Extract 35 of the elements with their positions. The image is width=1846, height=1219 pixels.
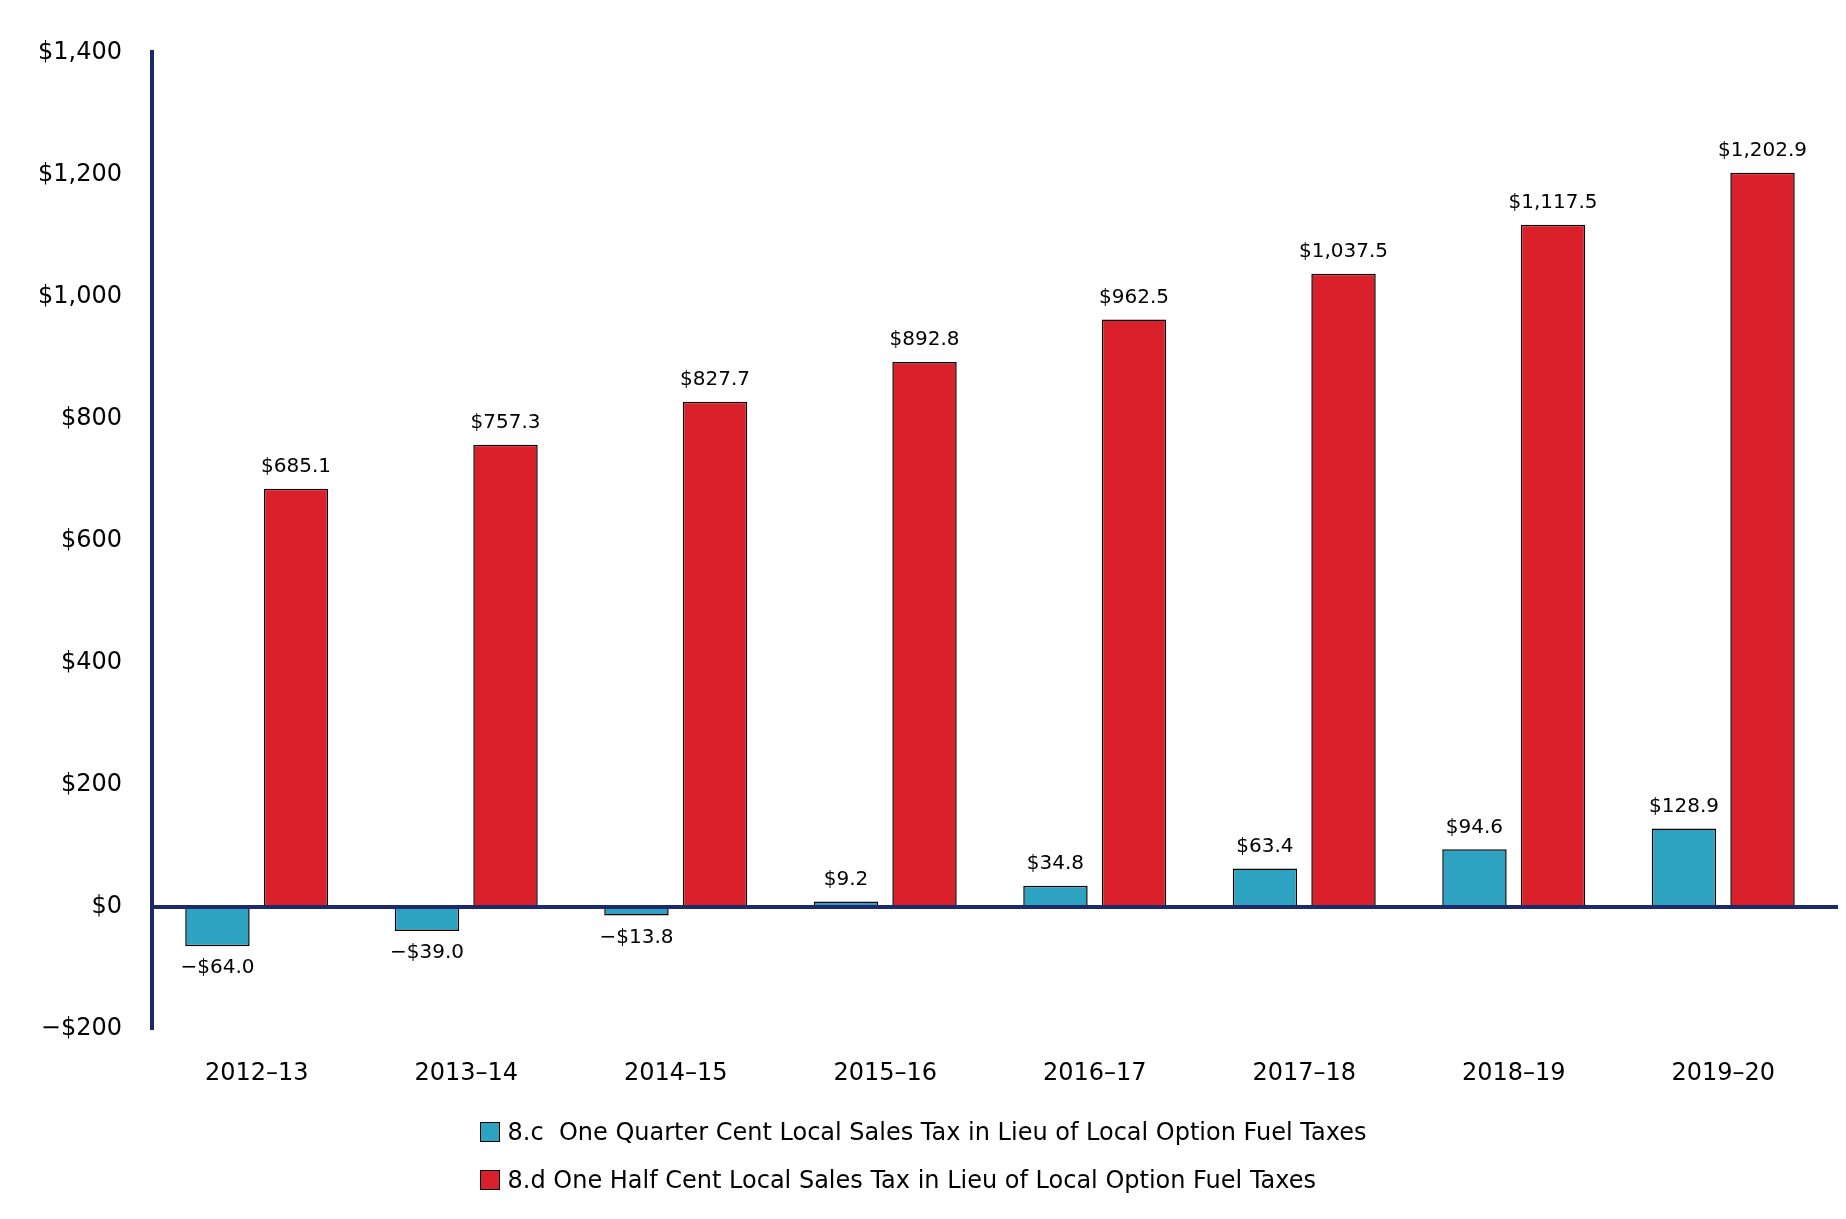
y-tick-label: $0 — [91, 891, 122, 920]
x-tick-label: 2018–19 — [1461, 1057, 1566, 1086]
x-tick-label: 2012–13 — [204, 1057, 309, 1086]
data-label: −$64.0 — [180, 954, 255, 979]
x-tick-label: 2019–20 — [1671, 1057, 1776, 1086]
y-tick-label: $1,400 — [37, 36, 122, 65]
data-label: $962.5 — [1099, 283, 1170, 308]
y-tick-label: $400 — [60, 647, 122, 676]
y-tick-label: $200 — [60, 769, 122, 798]
data-label: $1,117.5 — [1508, 189, 1598, 214]
data-label: $1,037.5 — [1298, 237, 1389, 262]
y-tick-label: $800 — [60, 402, 122, 431]
data-label: −$39.0 — [389, 939, 464, 964]
x-tick-label: 2016–17 — [1042, 1057, 1147, 1086]
data-label: $892.8 — [889, 326, 960, 351]
data-label: $757.3 — [470, 408, 541, 433]
data-label: $128.9 — [1648, 792, 1719, 817]
y-tick-label: $1,000 — [37, 280, 122, 309]
data-label: $94.6 — [1445, 813, 1504, 838]
x-tick-label: 2014–15 — [623, 1057, 728, 1086]
data-label: $685.1 — [261, 453, 331, 478]
data-label: $9.2 — [823, 865, 869, 890]
x-tick-label: 2013–14 — [414, 1057, 519, 1086]
y-tick-label: $1,200 — [37, 158, 122, 187]
x-tick-label: 2017–18 — [1252, 1057, 1357, 1086]
x-tick-label: 2015–16 — [833, 1057, 938, 1086]
data-label: $34.8 — [1026, 850, 1085, 875]
y-tick-label: $600 — [60, 525, 122, 554]
y-tick-label: −$200 — [40, 1013, 122, 1042]
legend-label: 8.d One Half Cent Local Sales Tax in Lieu of Local Option Fuel Taxes — [507, 1166, 1317, 1194]
data-label: $827.7 — [680, 365, 751, 390]
legend-label: 8.c One Quarter Cent Local Sales Tax in Lieu of Local Option Fuel Taxes — [507, 1118, 1367, 1146]
data-label: $63.4 — [1236, 832, 1294, 857]
data-label: −$13.8 — [599, 923, 674, 948]
data-label: $1,202.9 — [1718, 136, 1808, 161]
